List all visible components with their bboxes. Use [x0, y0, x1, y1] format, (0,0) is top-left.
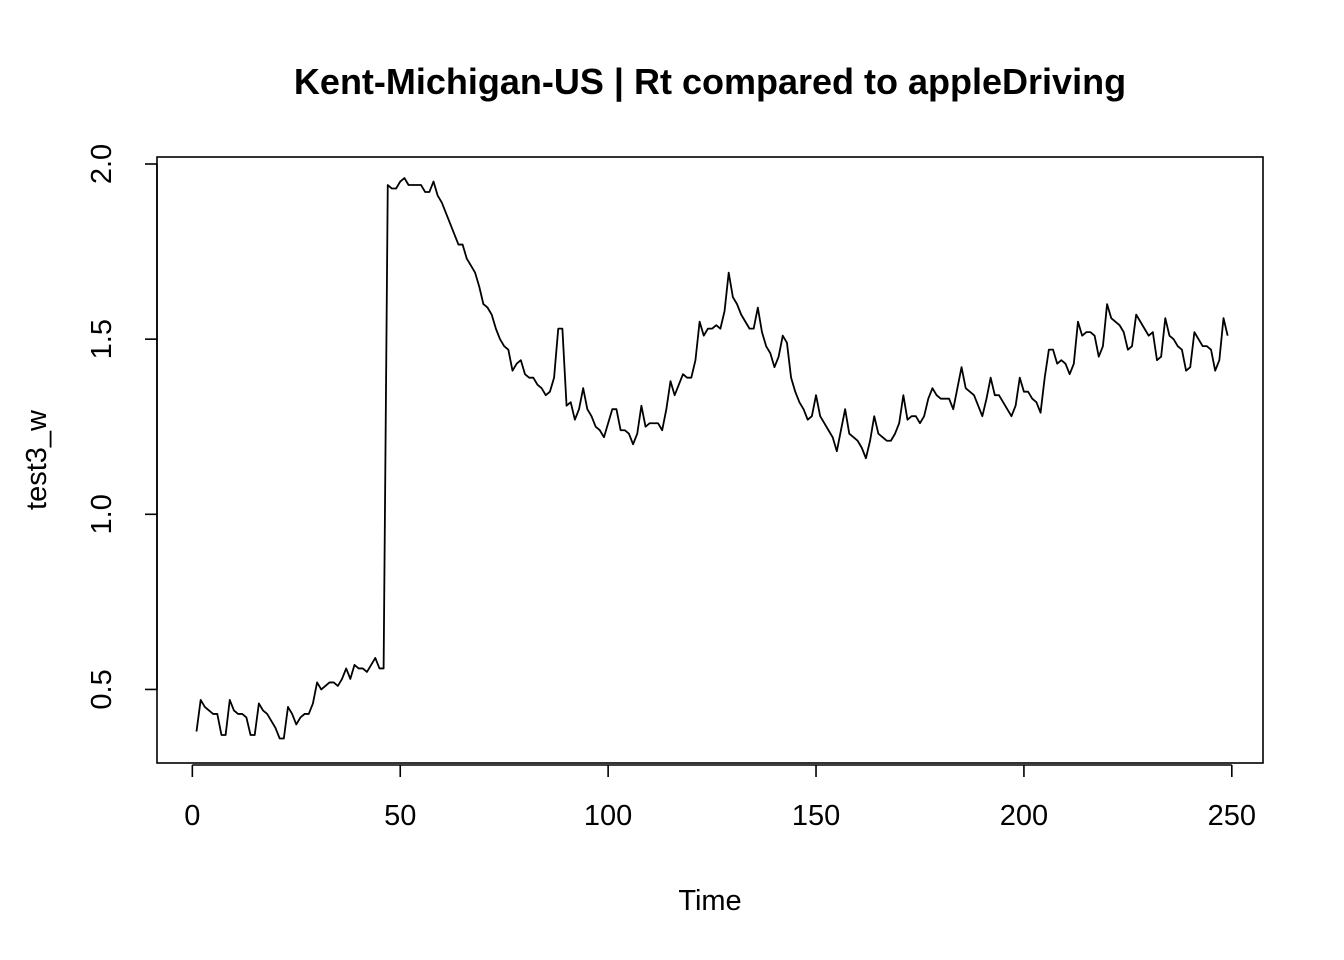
x-tick-label: 0 [184, 800, 200, 832]
series-line-test3_w [195, 177, 1229, 740]
x-axis: 0 50 100 150 200 250 [184, 764, 1256, 832]
x-tick-label: 100 [584, 800, 632, 832]
x-tick-label: 250 [1208, 800, 1256, 832]
series-layer [195, 177, 1229, 740]
x-tick-label: 50 [384, 800, 416, 832]
plot-frame [156, 156, 1264, 764]
y-tick-label: 1.0 [86, 494, 118, 534]
x-tick-label: 200 [1000, 800, 1048, 832]
y-tick-label: 1.5 [86, 319, 118, 359]
chart-title: Kent-Michigan-US | Rt compared to appleD… [294, 61, 1126, 103]
y-tick-label: 2.0 [86, 144, 118, 184]
x-axis-label: Time [678, 885, 741, 917]
y-axis-label: test3_w [21, 409, 53, 510]
y-tick-label: 0.5 [86, 669, 118, 709]
y-axis: 0.5 1.0 1.5 2.0 [86, 144, 158, 710]
x-tick-label: 150 [792, 800, 840, 832]
